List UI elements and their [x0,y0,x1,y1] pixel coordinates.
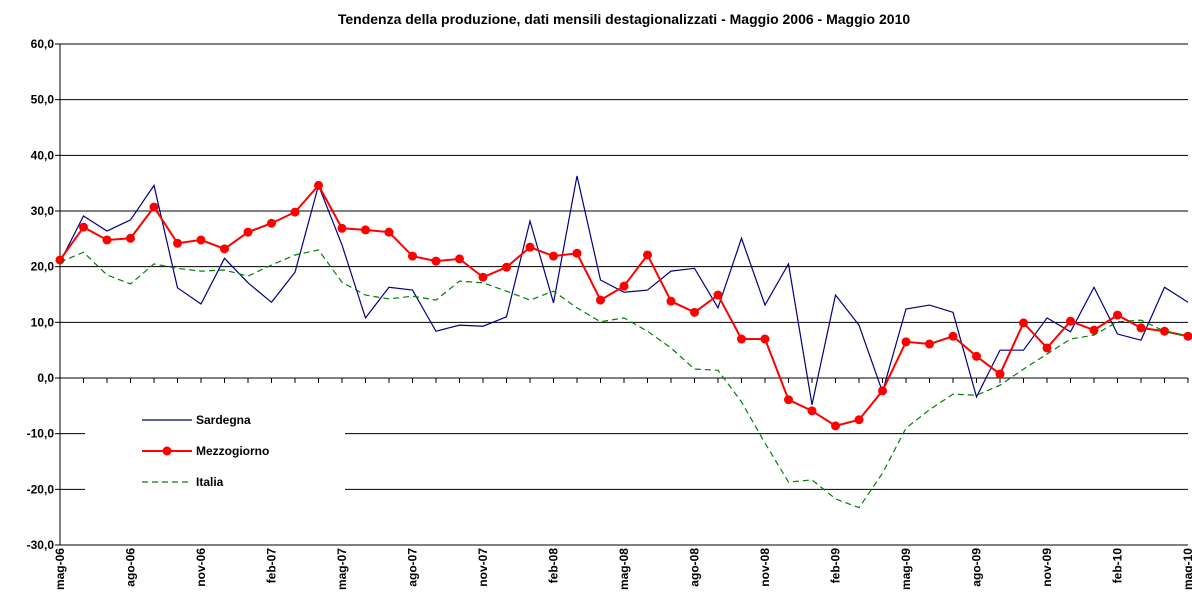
point [173,238,182,248]
x-tick-label: feb-08 [547,548,561,584]
point [243,227,253,237]
y-tick-label: -30,0 [27,538,55,552]
point [760,334,770,344]
legend: Sardegna Mezzogiorno Italia [85,400,345,500]
chart-title: Tendenza della produzione, dati mensili … [338,11,911,27]
x-tick-label: ago-06 [124,548,138,587]
x-tick-label: ago-07 [406,548,420,587]
point [126,233,135,243]
x-tick-label: mag-06 [53,548,67,590]
x-tick-label: nov-09 [1040,548,1054,587]
point [596,295,605,305]
x-tick-label: mag-07 [335,548,349,590]
point [666,296,676,306]
legend-label: Sardegna [196,413,251,427]
y-tick-label: 20,0 [31,260,55,274]
y-tick-label: 10,0 [31,315,55,329]
point [502,262,511,272]
y-tick-label: -10,0 [27,427,55,441]
point [1160,326,1169,336]
point [901,337,911,347]
point [102,235,112,245]
legend-label: Italia [196,475,224,489]
x-tick-label: ago-08 [688,548,702,587]
point [55,255,65,265]
point [1113,310,1122,320]
y-tick-label: -20,0 [27,482,55,496]
point [643,250,652,260]
y-tick-label: 60,0 [31,37,55,51]
point [690,307,699,317]
y-tick-label: 50,0 [31,93,55,107]
point [854,415,864,425]
x-tick-label: mag-08 [617,548,631,590]
point [149,202,159,212]
x-tick-label: ago-09 [970,548,984,587]
point [807,406,817,416]
x-tick-label: feb-07 [265,548,279,584]
point [737,334,746,344]
point [995,369,1005,379]
y-tick-label: 40,0 [31,148,55,162]
point [1136,323,1146,333]
point [1042,343,1052,353]
point [478,272,488,282]
legend-marker [162,446,172,456]
point [619,281,629,291]
x-tick-label: nov-07 [476,548,490,587]
series-line [59,175,1189,405]
point [337,223,347,233]
point [314,180,323,190]
point [384,227,394,237]
point [79,222,88,232]
point [431,256,441,266]
x-tick-label: feb-10 [1111,548,1125,584]
series-line [59,249,1189,509]
y-tick-label: 30,0 [31,204,55,218]
point [1066,316,1075,326]
point [948,331,958,341]
point [878,386,887,396]
point [408,251,417,261]
point [361,225,370,235]
x-tick-label: mag-10 [1181,548,1192,590]
legend-label: Mezzogiorno [196,444,269,458]
point [220,244,229,254]
x-tick-label: feb-09 [829,548,843,584]
point [549,251,558,261]
x-tick-label: nov-06 [194,548,208,587]
x-tick-label: nov-08 [758,548,772,587]
point [1019,318,1028,328]
point [267,218,276,228]
point [196,235,206,245]
point [925,339,934,349]
point [455,254,464,264]
y-tick-label: 0,0 [37,371,54,385]
point [572,248,582,258]
point [972,351,981,361]
legend-box [85,400,345,500]
point [290,207,300,217]
point [1089,325,1099,335]
point [713,290,723,300]
point [525,242,535,252]
point [831,421,840,431]
x-tick-label: mag-09 [899,548,913,590]
point [784,395,793,405]
series-line [59,183,1189,427]
